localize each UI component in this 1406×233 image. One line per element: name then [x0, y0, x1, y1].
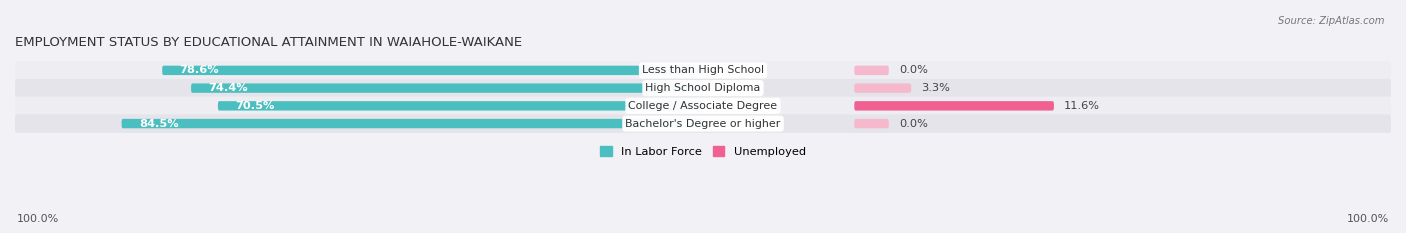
- Text: Less than High School: Less than High School: [643, 65, 763, 75]
- Text: EMPLOYMENT STATUS BY EDUCATIONAL ATTAINMENT IN WAIAHOLE-WAIKANE: EMPLOYMENT STATUS BY EDUCATIONAL ATTAINM…: [15, 36, 522, 49]
- FancyBboxPatch shape: [15, 61, 1391, 80]
- FancyBboxPatch shape: [855, 101, 1054, 110]
- FancyBboxPatch shape: [162, 66, 703, 75]
- Text: 11.6%: 11.6%: [1064, 101, 1101, 111]
- FancyBboxPatch shape: [855, 83, 911, 93]
- FancyBboxPatch shape: [121, 119, 703, 128]
- Text: 0.0%: 0.0%: [898, 119, 928, 129]
- FancyBboxPatch shape: [15, 79, 1391, 97]
- FancyBboxPatch shape: [191, 83, 703, 93]
- Text: Bachelor's Degree or higher: Bachelor's Degree or higher: [626, 119, 780, 129]
- FancyBboxPatch shape: [15, 114, 1391, 133]
- Text: 100.0%: 100.0%: [17, 214, 59, 224]
- Text: 74.4%: 74.4%: [208, 83, 247, 93]
- Text: 0.0%: 0.0%: [898, 65, 928, 75]
- Text: Source: ZipAtlas.com: Source: ZipAtlas.com: [1278, 16, 1385, 26]
- Text: 70.5%: 70.5%: [235, 101, 274, 111]
- Text: 78.6%: 78.6%: [180, 65, 219, 75]
- FancyBboxPatch shape: [15, 97, 1391, 115]
- Text: 3.3%: 3.3%: [921, 83, 950, 93]
- Text: High School Diploma: High School Diploma: [645, 83, 761, 93]
- Text: 100.0%: 100.0%: [1347, 214, 1389, 224]
- FancyBboxPatch shape: [855, 66, 889, 75]
- Text: 84.5%: 84.5%: [139, 119, 179, 129]
- Text: College / Associate Degree: College / Associate Degree: [628, 101, 778, 111]
- Legend: In Labor Force, Unemployed: In Labor Force, Unemployed: [596, 142, 810, 161]
- FancyBboxPatch shape: [218, 101, 703, 110]
- FancyBboxPatch shape: [855, 119, 889, 128]
